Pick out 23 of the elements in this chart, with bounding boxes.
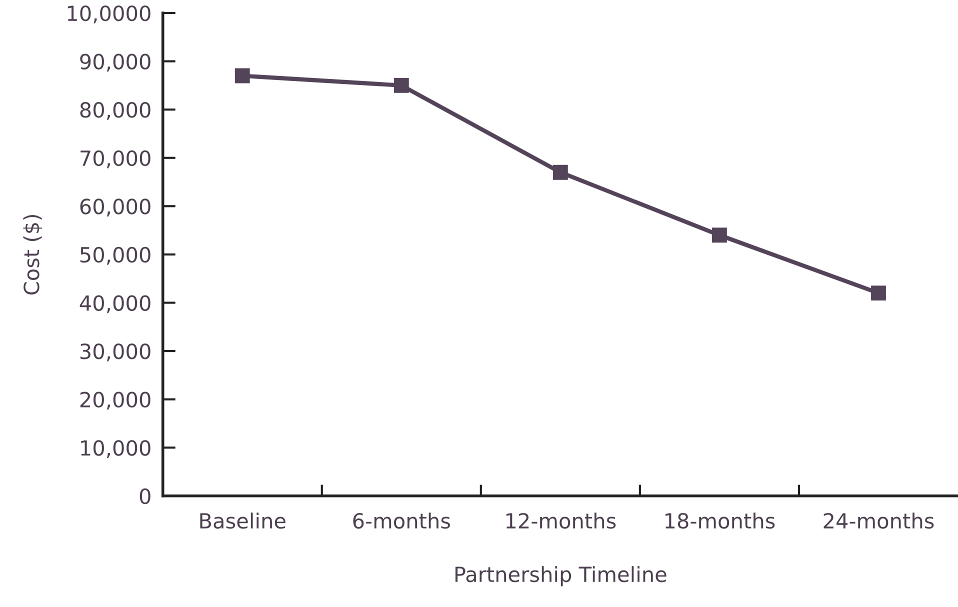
point bbox=[234, 68, 250, 84]
y-tick-label: 10,0000 bbox=[68, 5, 150, 24]
x-tick-label: Baseline bbox=[200, 512, 286, 529]
y-tick-label: 90,000 bbox=[80, 54, 150, 72]
point bbox=[552, 164, 568, 180]
x-tick-label: 24-months bbox=[824, 512, 934, 529]
y-tick-label: 30,000 bbox=[80, 343, 150, 362]
y-tick-label: 10,000 bbox=[81, 440, 150, 458]
x-tick-label: 6-months bbox=[353, 512, 450, 529]
point bbox=[394, 78, 409, 93]
point bbox=[712, 228, 727, 243]
y-tick-label: 20,000 bbox=[80, 392, 150, 410]
y-tick-label: 80,000 bbox=[80, 102, 150, 120]
y-tick-label: 60,000 bbox=[80, 198, 150, 216]
y-tick-label: 0 bbox=[140, 488, 150, 504]
y-tick-label: 70,000 bbox=[80, 150, 150, 168]
point bbox=[871, 286, 886, 301]
y-axis-title: Cost ($) bbox=[23, 215, 42, 295]
x-tick-label: 18-months bbox=[666, 512, 775, 529]
x-tick-label: 12-months bbox=[506, 512, 616, 529]
y-tick-label: 40,000 bbox=[80, 295, 150, 314]
x-axis-title: Partnership Timeline bbox=[455, 566, 666, 586]
y-tick-label: 50,000 bbox=[80, 246, 150, 265]
